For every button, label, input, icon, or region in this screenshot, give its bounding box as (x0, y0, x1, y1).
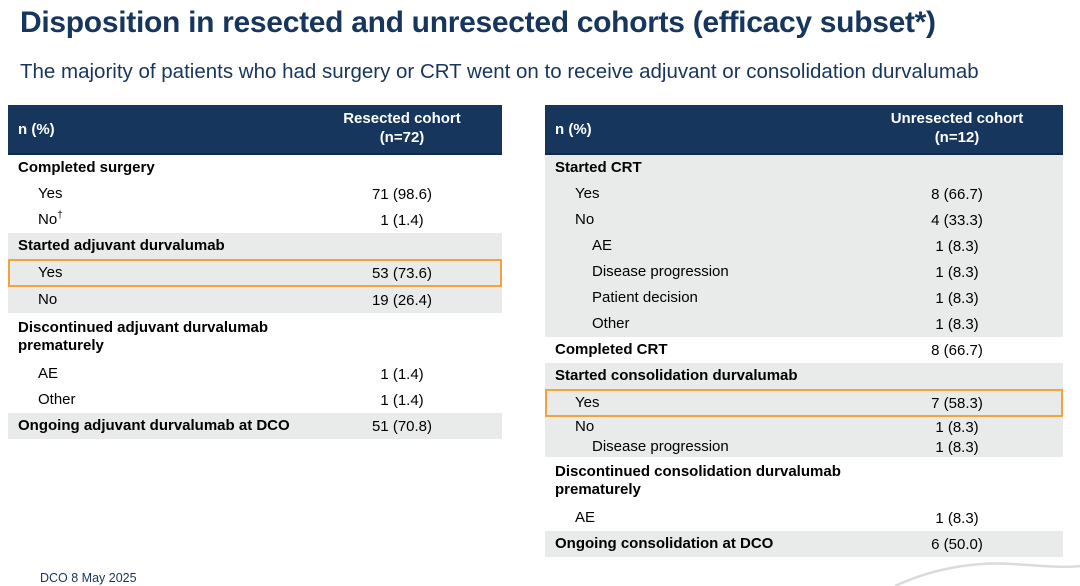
row-value: 71 (98.6) (371, 185, 433, 203)
table-row: Discontinued consolidation durvalumab pr… (545, 457, 1063, 505)
table-row: Yes 71 (98.6) (8, 181, 502, 207)
row-label: Yes (38, 185, 63, 203)
row-label: Started CRT (555, 159, 642, 177)
row-label: No† (38, 210, 63, 229)
row-value: 8 (66.7) (931, 185, 983, 203)
row-label: Ongoing adjuvant durvalumab at DCO (18, 417, 290, 435)
row-label: No (575, 211, 595, 229)
table-row: Yes 53 (73.6) (8, 259, 502, 287)
row-value: 1 (8.3) (935, 289, 979, 307)
row-value: 1 (1.4) (380, 391, 424, 409)
table-row: Completed CRT 8 (66.7) (545, 337, 1063, 363)
row-label: Completed surgery (18, 159, 155, 177)
row-label: Discontinued consolidation durvalumab pr… (555, 463, 841, 498)
table-row: Completed surgery (8, 155, 502, 181)
row-value: 1 (8.3) (935, 263, 979, 281)
row-label: AE (592, 237, 613, 255)
cohort-n: (n=12) (934, 129, 980, 146)
row-label: Other (592, 315, 630, 333)
unresected-cohort-table: n (%) Unresected cohort (n=12) Started C… (545, 105, 1063, 557)
table-row: AE 1 (8.3) (545, 233, 1063, 259)
row-label: Patient decision (592, 289, 698, 307)
header-n-pct-label: n (%) (18, 120, 55, 138)
row-label: Other (38, 391, 76, 409)
row-value: 53 (73.6) (371, 264, 433, 282)
row-label: AE (575, 509, 596, 527)
table-row: Disease progression 1 (8.3) (545, 259, 1063, 285)
decorative-swoosh-graphic (894, 562, 1080, 586)
row-label: Discontinued adjuvant durvalumab prematu… (18, 319, 269, 354)
row-value: 1 (8.3) (935, 438, 979, 456)
resected-table-body: Completed surgery Yes 71 (98.6) No† 1 (1.4) S… (8, 155, 502, 439)
table-row: AE 1 (1.4) (8, 361, 502, 387)
table-row: Other 1 (8.3) (545, 311, 1063, 337)
row-value: 4 (33.3) (931, 211, 983, 229)
table-row: Ongoing adjuvant durvalumab at DCO 51 (70… (8, 413, 502, 439)
table-row: Other 1 (1.4) (8, 387, 502, 413)
table-row: Disease progression 1 (8.3) (545, 437, 1063, 457)
header-cohort-label: Resected cohort (n=72) (302, 110, 502, 148)
table-row: Started consolidation durvalumab (545, 363, 1063, 389)
row-label: Yes (575, 185, 600, 203)
table-row: No 19 (26.4) (8, 287, 502, 313)
cohort-name: Resected cohort (343, 110, 461, 128)
header-cohort-label: Unresected cohort (n=12) (851, 110, 1063, 148)
row-label: Yes (38, 264, 63, 282)
table-row: No† 1 (1.4) (8, 207, 502, 233)
subtitle: The majority of patients who had surgery… (20, 60, 979, 83)
row-value: 7 (58.3) (931, 394, 983, 412)
row-label: Disease progression (592, 263, 729, 281)
footnote-dco: DCO 8 May 2025 (40, 571, 137, 585)
row-label: No (38, 291, 58, 309)
table-row: Ongoing consolidation at DCO 6 (50.0) (545, 531, 1063, 557)
page-title: Disposition in resected and unresected c… (20, 6, 936, 39)
row-value: 1 (8.3) (935, 237, 979, 255)
unresected-table-header: n (%) Unresected cohort (n=12) (545, 105, 1063, 155)
row-value: 1 (8.3) (935, 418, 979, 436)
row-value: 1 (8.3) (935, 315, 979, 333)
row-label: Ongoing consolidation at DCO (555, 535, 774, 553)
table-row: No 1 (8.3) (545, 417, 1063, 437)
row-value: 6 (50.0) (931, 535, 983, 553)
header-n-pct-label: n (%) (555, 120, 592, 138)
row-label: Disease progression (592, 438, 729, 456)
row-label: Started adjuvant durvalumab (18, 237, 225, 255)
row-label: Yes (575, 394, 600, 412)
row-value: 1 (1.4) (380, 211, 424, 229)
row-label: No (575, 418, 595, 436)
table-row: Discontinued adjuvant durvalumab prematu… (8, 313, 502, 361)
dagger-footnote-marker: † (57, 210, 63, 222)
row-value: 1 (1.4) (380, 365, 424, 383)
resected-cohort-table: n (%) Resected cohort (n=72) Completed s… (8, 105, 502, 439)
table-row: Started CRT (545, 155, 1063, 181)
resected-table-header: n (%) Resected cohort (n=72) (8, 105, 502, 155)
row-value: 1 (8.3) (935, 509, 979, 527)
table-row: Yes 8 (66.7) (545, 181, 1063, 207)
unresected-table-body: Started CRT Yes 8 (66.7) No 4 (33.3) AE 1 (8.3… (545, 155, 1063, 557)
table-row: Started adjuvant durvalumab (8, 233, 502, 259)
row-value: 19 (26.4) (371, 291, 433, 309)
row-label: Completed CRT (555, 341, 668, 359)
table-row: Patient decision 1 (8.3) (545, 285, 1063, 311)
row-label: AE (38, 365, 59, 383)
table-row: AE 1 (8.3) (545, 505, 1063, 531)
cohort-n: (n=72) (379, 129, 425, 146)
row-label: Started consolidation durvalumab (555, 367, 798, 385)
cohort-name: Unresected cohort (890, 110, 1024, 128)
row-value: 8 (66.7) (931, 341, 983, 359)
table-row: No 4 (33.3) (545, 207, 1063, 233)
row-value: 51 (70.8) (371, 417, 433, 435)
table-row: Yes 7 (58.3) (545, 389, 1063, 417)
